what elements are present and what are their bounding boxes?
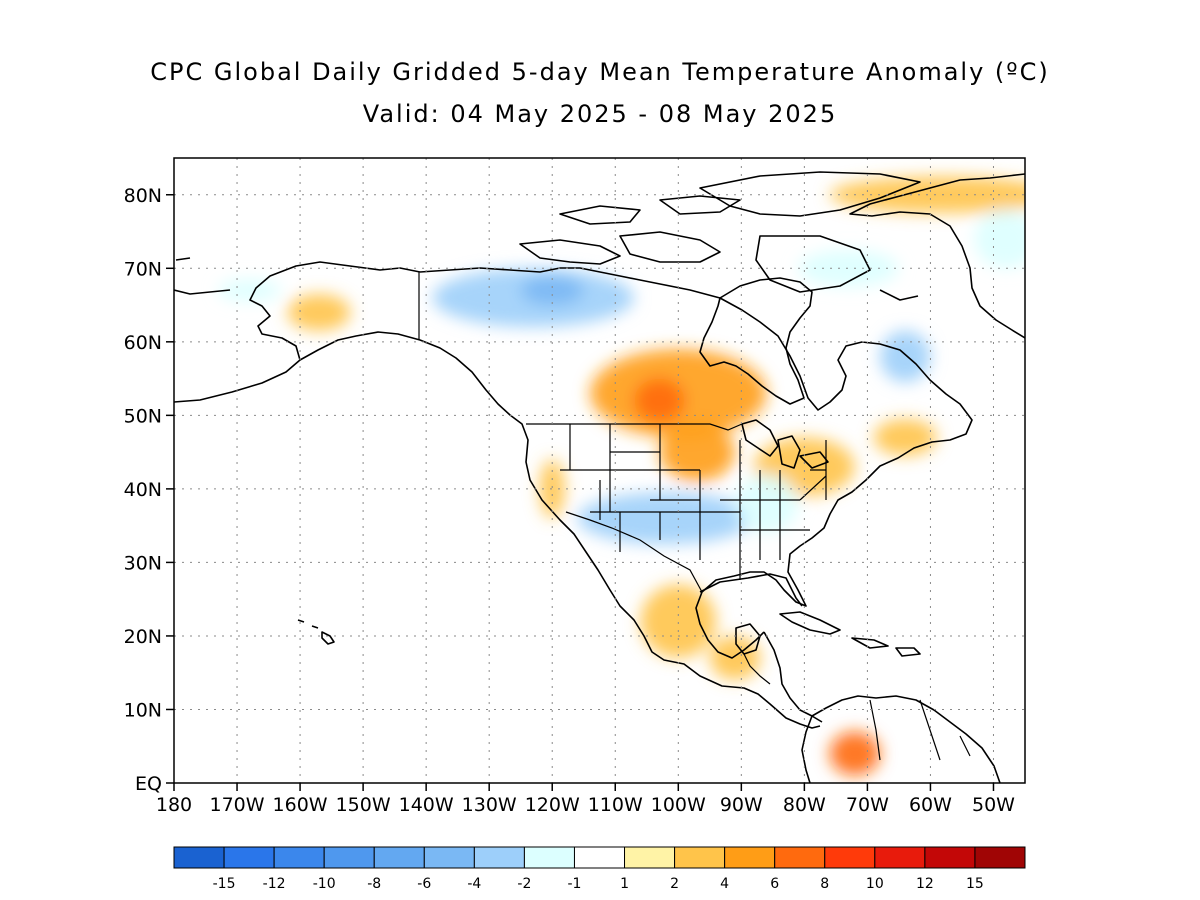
anomaly-region-4 (873, 419, 937, 456)
lon-tick-label: 160W (273, 794, 328, 816)
colorbar-swatch (774, 846, 826, 869)
lat-tick-label: 20N (124, 626, 162, 648)
colorbar-swatch (674, 846, 726, 869)
colorbar-swatch (824, 846, 876, 869)
colorbar-swatch (974, 846, 1026, 869)
colorbar-swatch (373, 846, 425, 869)
anomaly-region-8 (520, 275, 584, 306)
lon-tick-label: 130W (462, 794, 517, 816)
border-south-america (869, 699, 971, 761)
coastline-caribbean (779, 611, 921, 657)
chart-subtitle: Valid: 04 May 2025 - 08 May 2025 (362, 100, 838, 128)
colorbar-label: 1 (620, 876, 629, 892)
lon-tick-label: 120W (525, 794, 580, 816)
coastline-greenland (849, 173, 1025, 339)
lat-tick-label: 10N (124, 699, 162, 721)
colorbar-swatch (173, 846, 225, 869)
lon-tick-label: 150W (336, 794, 391, 816)
colorbar-label: -8 (367, 876, 381, 892)
anomaly-region-12 (287, 294, 351, 331)
colorbar-label: 12 (916, 876, 934, 892)
anomaly-blobs (218, 176, 1025, 776)
axis-ticks (166, 194, 995, 791)
lon-tick-label: 60W (909, 794, 952, 816)
border-us-mexico (565, 511, 703, 593)
lat-tick-label: 60N (124, 332, 162, 354)
colorbar-label: -12 (263, 876, 286, 892)
lat-tick-label: 70N (124, 258, 162, 280)
colorbar-swatch (523, 846, 575, 869)
lon-tick-label: 100W (651, 794, 706, 816)
anomaly-field (218, 176, 1025, 776)
lon-tick-label: 90W (720, 794, 763, 816)
coastline-hawaii (297, 619, 335, 645)
anomaly-region-14 (829, 731, 881, 776)
political-boundaries (418, 272, 971, 761)
colorbar-label: -2 (517, 876, 531, 892)
anomaly-region-6 (735, 474, 799, 533)
lon-tick-label: 170W (210, 794, 265, 816)
chart-title: CPC Global Daily Gridded 5-day Mean Temp… (150, 58, 1050, 86)
colorbar-label: -15 (213, 876, 236, 892)
map-frame (173, 157, 1026, 784)
anomaly-region-13 (218, 279, 282, 302)
lon-tick-label: 80W (783, 794, 826, 816)
colorbar-swatch (423, 846, 475, 869)
anomaly-region-5 (577, 492, 754, 545)
colorbar-label: 2 (670, 876, 679, 892)
colorbar-label: 4 (720, 876, 729, 892)
lat-tick-label: 30N (124, 552, 162, 574)
anomaly-region-9 (880, 330, 931, 383)
colorbar-label: 10 (866, 876, 884, 892)
colorbar-label: 8 (820, 876, 829, 892)
anomaly-region-10 (798, 249, 899, 287)
coastline-great-lakes (741, 419, 829, 469)
colorbar-swatch (273, 846, 325, 869)
lat-tick-label: 50N (124, 405, 162, 427)
anomaly-region-1 (634, 378, 685, 423)
coastline-aleutians (174, 257, 231, 295)
coastline-alaska-canada-arctic (174, 261, 821, 729)
lon-tick-label: 110W (588, 794, 643, 816)
colorbar-label: -10 (313, 876, 336, 892)
colorbar-label: -1 (567, 876, 581, 892)
lon-tick-label: 140W (399, 794, 454, 816)
colorbar-swatch (223, 846, 275, 869)
lon-tick-label: 50W (972, 794, 1015, 816)
colorbar-label: -4 (467, 876, 481, 892)
colorbar-label: -6 (417, 876, 431, 892)
coastline-arctic-islands (519, 171, 921, 301)
colorbar-swatch (874, 846, 926, 869)
colorbar-swatch (624, 846, 676, 869)
coastline-yucatan (735, 623, 761, 655)
border-us-states (560, 424, 827, 580)
colorbar-swatch (724, 846, 776, 869)
colorbar: -15 -12 -10 -8 -6 -4 -2 -1 1 2 4 6 8 10 12 15 (173, 846, 1026, 892)
colorbar-swatch (473, 846, 525, 869)
border-mexico-central-america (743, 653, 771, 685)
lat-tick-label: 80N (124, 185, 162, 207)
coastline-gulf-florida (699, 573, 803, 607)
anomaly-region-17 (974, 209, 1025, 269)
coastline-central-america (763, 631, 823, 723)
coastline-arctic-canada (419, 267, 973, 659)
anomaly-region-2 (659, 422, 736, 482)
colorbar-swatch (323, 846, 375, 869)
colorbar-label: 15 (966, 876, 984, 892)
lat-tick-label: 40N (124, 479, 162, 501)
lon-tick-label: 70W (846, 794, 889, 816)
lat-tick-label: EQ (135, 773, 162, 795)
colorbar-label: 6 (770, 876, 779, 892)
colorbar-swatch (573, 846, 626, 869)
grid-lines (174, 158, 1025, 783)
coastlines (174, 171, 1025, 783)
colorbar-swatch (924, 846, 976, 869)
coastline-south-america (801, 695, 1001, 783)
lon-tick-label: 180 (156, 794, 192, 816)
